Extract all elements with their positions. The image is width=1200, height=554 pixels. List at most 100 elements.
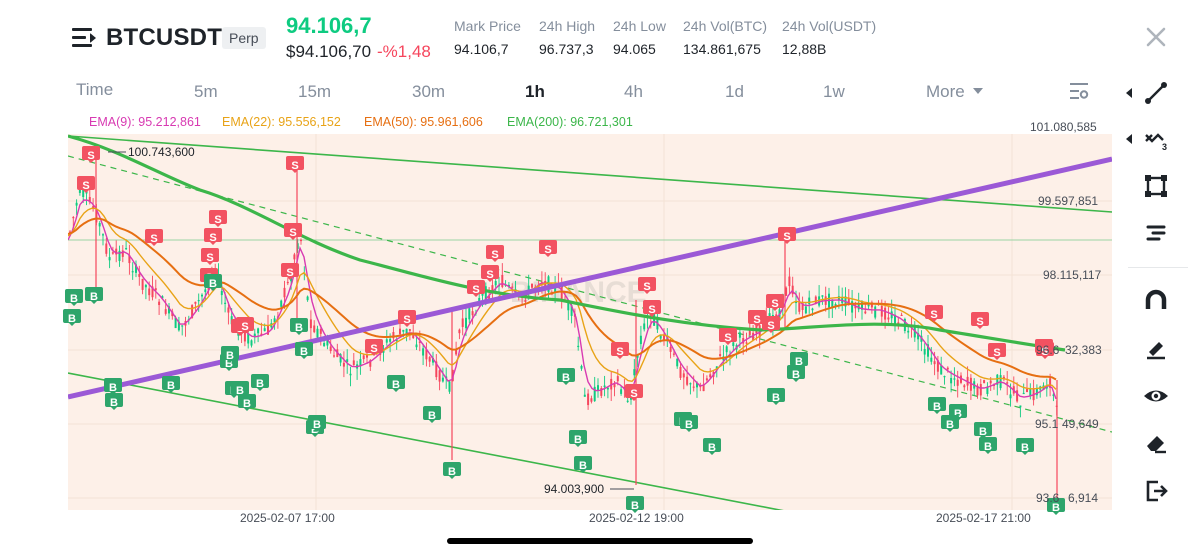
buy-signal-marker[interactable]: B	[626, 496, 644, 513]
sell-signal-marker[interactable]: S	[82, 146, 100, 163]
buy-signal-marker[interactable]: B	[767, 388, 785, 405]
chart-settings-icon[interactable]	[1068, 81, 1090, 101]
sell-signal-marker[interactable]: S	[988, 343, 1006, 360]
buy-signal-marker[interactable]: B	[251, 374, 269, 391]
tab-1h[interactable]: 1h	[525, 82, 545, 101]
symbol-title[interactable]: BTCUSDT	[106, 24, 223, 51]
sell-signal-marker[interactable]: S	[971, 312, 989, 329]
tab-time[interactable]: Time	[76, 80, 114, 99]
close-icon[interactable]	[1143, 24, 1169, 50]
buy-signal-marker[interactable]: B	[221, 346, 239, 363]
tab-5m[interactable]: 5m	[194, 82, 218, 101]
ema22-label[interactable]: EMA(22): 95.556,152	[222, 115, 341, 129]
sell-signal-marker[interactable]: S	[284, 223, 302, 240]
buy-signal-marker[interactable]: B	[290, 318, 308, 335]
text-tool-button[interactable]	[1140, 218, 1172, 250]
sell-signal-marker[interactable]: S	[762, 316, 780, 333]
expand-arrow-icon[interactable]	[1126, 134, 1132, 144]
sell-signal-marker[interactable]: S	[204, 228, 222, 245]
buy-signal-marker[interactable]: B	[979, 437, 997, 454]
more-timeframes-button[interactable]: More	[926, 82, 984, 102]
buy-signal-marker[interactable]: B	[1047, 498, 1065, 515]
marker-shape	[626, 496, 644, 513]
sell-signal-marker[interactable]: S	[643, 300, 661, 317]
sell-signal-marker[interactable]: S	[925, 305, 943, 322]
buy-signal-marker[interactable]: B	[941, 415, 959, 432]
sell-signal-marker[interactable]: S	[611, 342, 629, 359]
channel-mid-line[interactable]	[68, 155, 1112, 433]
price-chart[interactable]: BINANCE SSSSSSSSSSSSSSSSSSSSSSSSSSSSSSSS…	[0, 0, 1120, 554]
magnet-button[interactable]	[1140, 284, 1172, 316]
sell-signal-marker[interactable]: S	[365, 339, 383, 356]
buy-signal-marker[interactable]: B	[238, 394, 256, 411]
sell-signal-marker[interactable]: S	[486, 245, 504, 262]
buy-signal-marker[interactable]: B	[928, 397, 946, 414]
sell-signal-marker[interactable]: S	[286, 156, 304, 173]
marker-shape	[201, 248, 219, 265]
sell-signal-marker[interactable]: S	[209, 210, 227, 227]
tab-1w[interactable]: 1w	[823, 82, 845, 101]
ema9-label[interactable]: EMA(9): 95.212,861	[89, 115, 201, 129]
shape-tool-button[interactable]	[1140, 170, 1172, 202]
marker-shape	[481, 265, 499, 282]
buy-signal-marker[interactable]: B	[703, 438, 721, 455]
buy-signal-marker[interactable]: B	[65, 289, 83, 306]
buy-signal-marker[interactable]: B	[423, 406, 441, 423]
sell-signal-marker[interactable]: S	[467, 280, 485, 297]
ema50-label[interactable]: EMA(50): 95.961,606	[364, 115, 483, 129]
eraser-button[interactable]	[1140, 427, 1172, 459]
sell-signal-marker[interactable]: S	[201, 248, 219, 265]
buy-signal-marker[interactable]: B	[974, 422, 992, 439]
sell-signal-marker[interactable]: S	[766, 294, 784, 311]
sell-signal-marker[interactable]: S	[638, 277, 656, 294]
tab-4h[interactable]: 4h	[624, 82, 643, 101]
sell-signal-marker[interactable]: S	[719, 328, 737, 345]
sell-signal-marker[interactable]: S	[236, 317, 254, 334]
sell-signal-marker[interactable]: S	[539, 240, 557, 257]
tab-15m[interactable]: 15m	[298, 82, 332, 101]
exit-button[interactable]	[1140, 475, 1172, 507]
buy-signal-marker[interactable]: B	[85, 287, 103, 304]
buy-signal-marker[interactable]: B	[790, 352, 808, 369]
sell-signal-marker[interactable]: S	[625, 384, 643, 401]
tab-30m[interactable]: 30m	[412, 82, 446, 101]
buy-signal-marker[interactable]: B	[443, 462, 461, 479]
sell-signal-marker[interactable]: S	[481, 265, 499, 282]
candle-body	[577, 345, 580, 348]
expand-arrow-icon[interactable]	[1126, 88, 1132, 98]
buy-signal-marker[interactable]: B	[63, 309, 81, 326]
buy-signal-marker[interactable]: B	[162, 376, 180, 393]
trendline[interactable]	[68, 156, 1112, 400]
sell-signal-marker[interactable]: S	[778, 227, 796, 244]
visibility-button[interactable]	[1140, 380, 1172, 412]
marker-shape	[77, 176, 95, 193]
menu-icon[interactable]	[72, 28, 96, 48]
buy-signal-marker[interactable]: B	[1016, 438, 1034, 455]
buy-signal-marker[interactable]: B	[680, 415, 698, 432]
tab-1d[interactable]: 1d	[725, 82, 744, 101]
candle-body	[946, 367, 949, 370]
sell-signal-marker[interactable]: S	[748, 310, 766, 327]
buy-signal-marker[interactable]: B	[204, 274, 222, 291]
line-tool-button[interactable]	[1140, 77, 1172, 109]
pencil-button[interactable]	[1140, 332, 1172, 364]
sell-signal-marker[interactable]: S	[1036, 342, 1054, 359]
candle-body	[494, 281, 497, 286]
buy-signal-marker[interactable]: B	[574, 456, 592, 473]
buy-signal-marker[interactable]: B	[295, 342, 313, 359]
sell-signal-marker[interactable]: S	[398, 310, 416, 327]
buy-signal-marker[interactable]: B	[557, 368, 575, 385]
ema200-label[interactable]: EMA(200): 96.721,301	[507, 115, 633, 129]
buy-signal-marker[interactable]: B	[105, 393, 123, 410]
buy-signal-marker[interactable]: B	[787, 365, 805, 382]
price-axis-prefix: 96.6	[1036, 343, 1060, 357]
sell-signal-marker[interactable]: S	[77, 176, 95, 193]
sell-signal-marker[interactable]: S	[281, 263, 299, 280]
fib-tool-button[interactable]: 3	[1140, 123, 1172, 155]
buy-signal-marker[interactable]: B	[308, 415, 326, 432]
buy-signal-marker[interactable]: B	[387, 375, 405, 392]
buy-signal-marker[interactable]: B	[104, 378, 122, 395]
sell-signal-marker[interactable]: S	[145, 229, 163, 246]
buy-signal-marker[interactable]: B	[231, 381, 249, 398]
buy-signal-marker[interactable]: B	[569, 430, 587, 447]
